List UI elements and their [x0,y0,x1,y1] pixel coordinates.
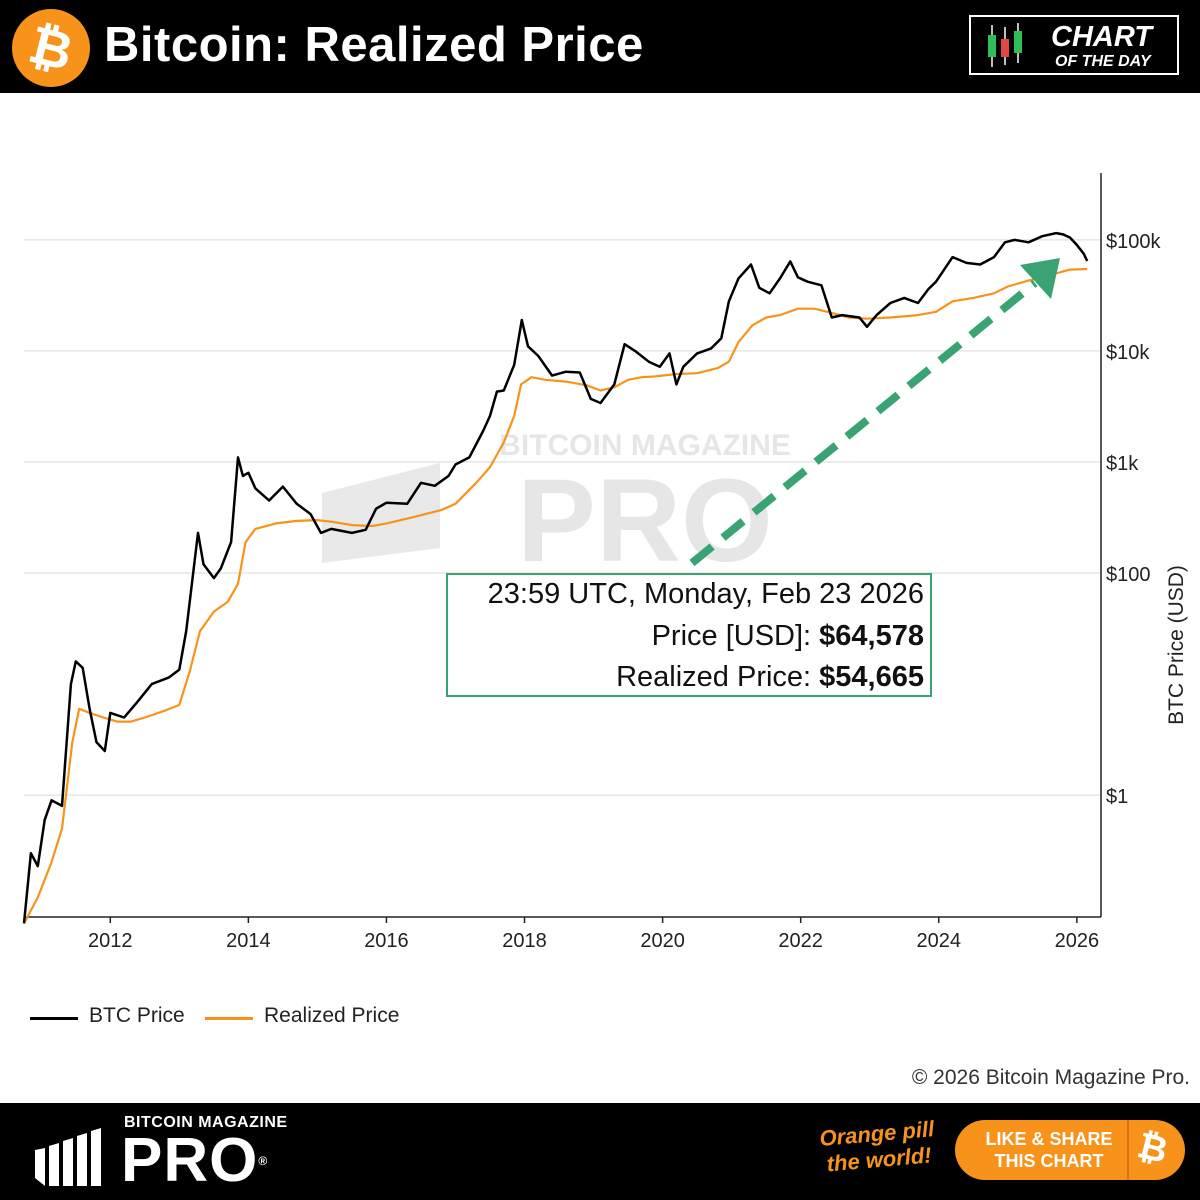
watermark-line1: BITCOIN MAGAZINE [499,429,791,462]
bitcoin-icon: ₿ [1133,1124,1172,1171]
pro-logo-icon [35,1128,101,1186]
footer-bar: BITCOIN MAGAZINE PRO® Orange pill the wo… [0,1103,1200,1200]
x-tick-label: 2026 [1055,930,1100,952]
annotation-arrow [689,258,1060,567]
x-tick-label: 2018 [502,930,547,952]
tooltip-price-row: Price [USD]: $64,578 [652,620,924,653]
like-share-label: LIKE & SHARE THIS CHART [985,1129,1113,1171]
arrow-shaft [689,279,1038,567]
legend-label-btc: BTC Price [89,1004,185,1027]
tooltip-realized-value: $54,665 [819,661,924,693]
arrow-head [1020,258,1060,299]
tooltip-price-value: $64,578 [819,620,924,652]
registered-mark: ® [258,1154,269,1168]
header-bar: ₿ Bitcoin: Realized Price CHART OF THE D… [0,0,1200,93]
x-tick-label: 2022 [778,930,823,952]
candlestick-icon [988,23,1022,67]
realized-price-chart: BITCOIN MAGAZINE PRO 2012 2014 2016 2018 202… [22,173,1188,952]
footer-brand-pro: PRO [121,1126,259,1195]
x-tick-label: 2014 [226,930,271,952]
y-tick-label: $1k [1106,453,1139,475]
copyright-text: © 2026 Bitcoin Magazine Pro. [911,1066,1190,1089]
tooltip-price-label: Price [USD]: [651,620,820,652]
footer-brand-small: BITCOIN MAGAZINE [124,1114,288,1131]
data-tooltip: 23:59 UTC, Monday, Feb 23 2026 Price [US… [446,573,932,697]
page-title: Bitcoin: Realized Price [104,18,644,72]
y-tick-label: $100k [1106,231,1161,253]
like-share-button[interactable]: LIKE & SHARE THIS CHART ₿ [955,1120,1185,1180]
tooltip-realized-row: Realized Price: $54,665 [616,661,924,694]
y-tick-label: $1 [1106,786,1128,808]
badge-line2: OF THE DAY [1055,53,1151,70]
y-axis-ticks: $1 $100 $1k $10k $100k [1106,231,1161,808]
legend-label-realized: Realized Price [264,1004,400,1027]
tooltip-timestamp: 23:59 UTC, Monday, Feb 23 2026 [487,578,924,610]
btc-price-line [22,231,1089,924]
watermark-line2: PRO [517,455,773,587]
footer-brand-big: PRO® [121,1129,268,1193]
x-tick-label: 2024 [917,930,962,952]
watermark-logo-icon [322,463,440,563]
x-tick-label: 2016 [364,930,409,952]
legend-swatch-btc [30,1017,78,1020]
x-tick-label: 2020 [640,930,685,952]
x-tick-label: 2012 [88,930,133,952]
y-tick-label: $10k [1106,342,1150,364]
badge-line1: CHART [1051,21,1152,53]
series-lines [22,231,1089,924]
x-axis-ticks: 2012 2014 2016 2018 2020 2022 2024 2026 [88,917,1099,952]
bitcoin-logo-icon: ₿ [12,9,90,87]
chart-of-the-day-badge: CHART OF THE DAY [969,15,1179,75]
legend-swatch-realized [205,1017,253,1020]
axes [24,173,1102,918]
y-tick-label: $100 [1106,564,1151,586]
tooltip-realized-label: Realized Price: [616,661,820,693]
watermark: BITCOIN MAGAZINE PRO [322,429,791,587]
footer-tagline: Orange pill the world! [818,1116,936,1177]
share-divider [1127,1120,1129,1180]
y-axis-label: BTC Price (USD) [1165,565,1188,725]
realized-price-line [23,267,1088,924]
